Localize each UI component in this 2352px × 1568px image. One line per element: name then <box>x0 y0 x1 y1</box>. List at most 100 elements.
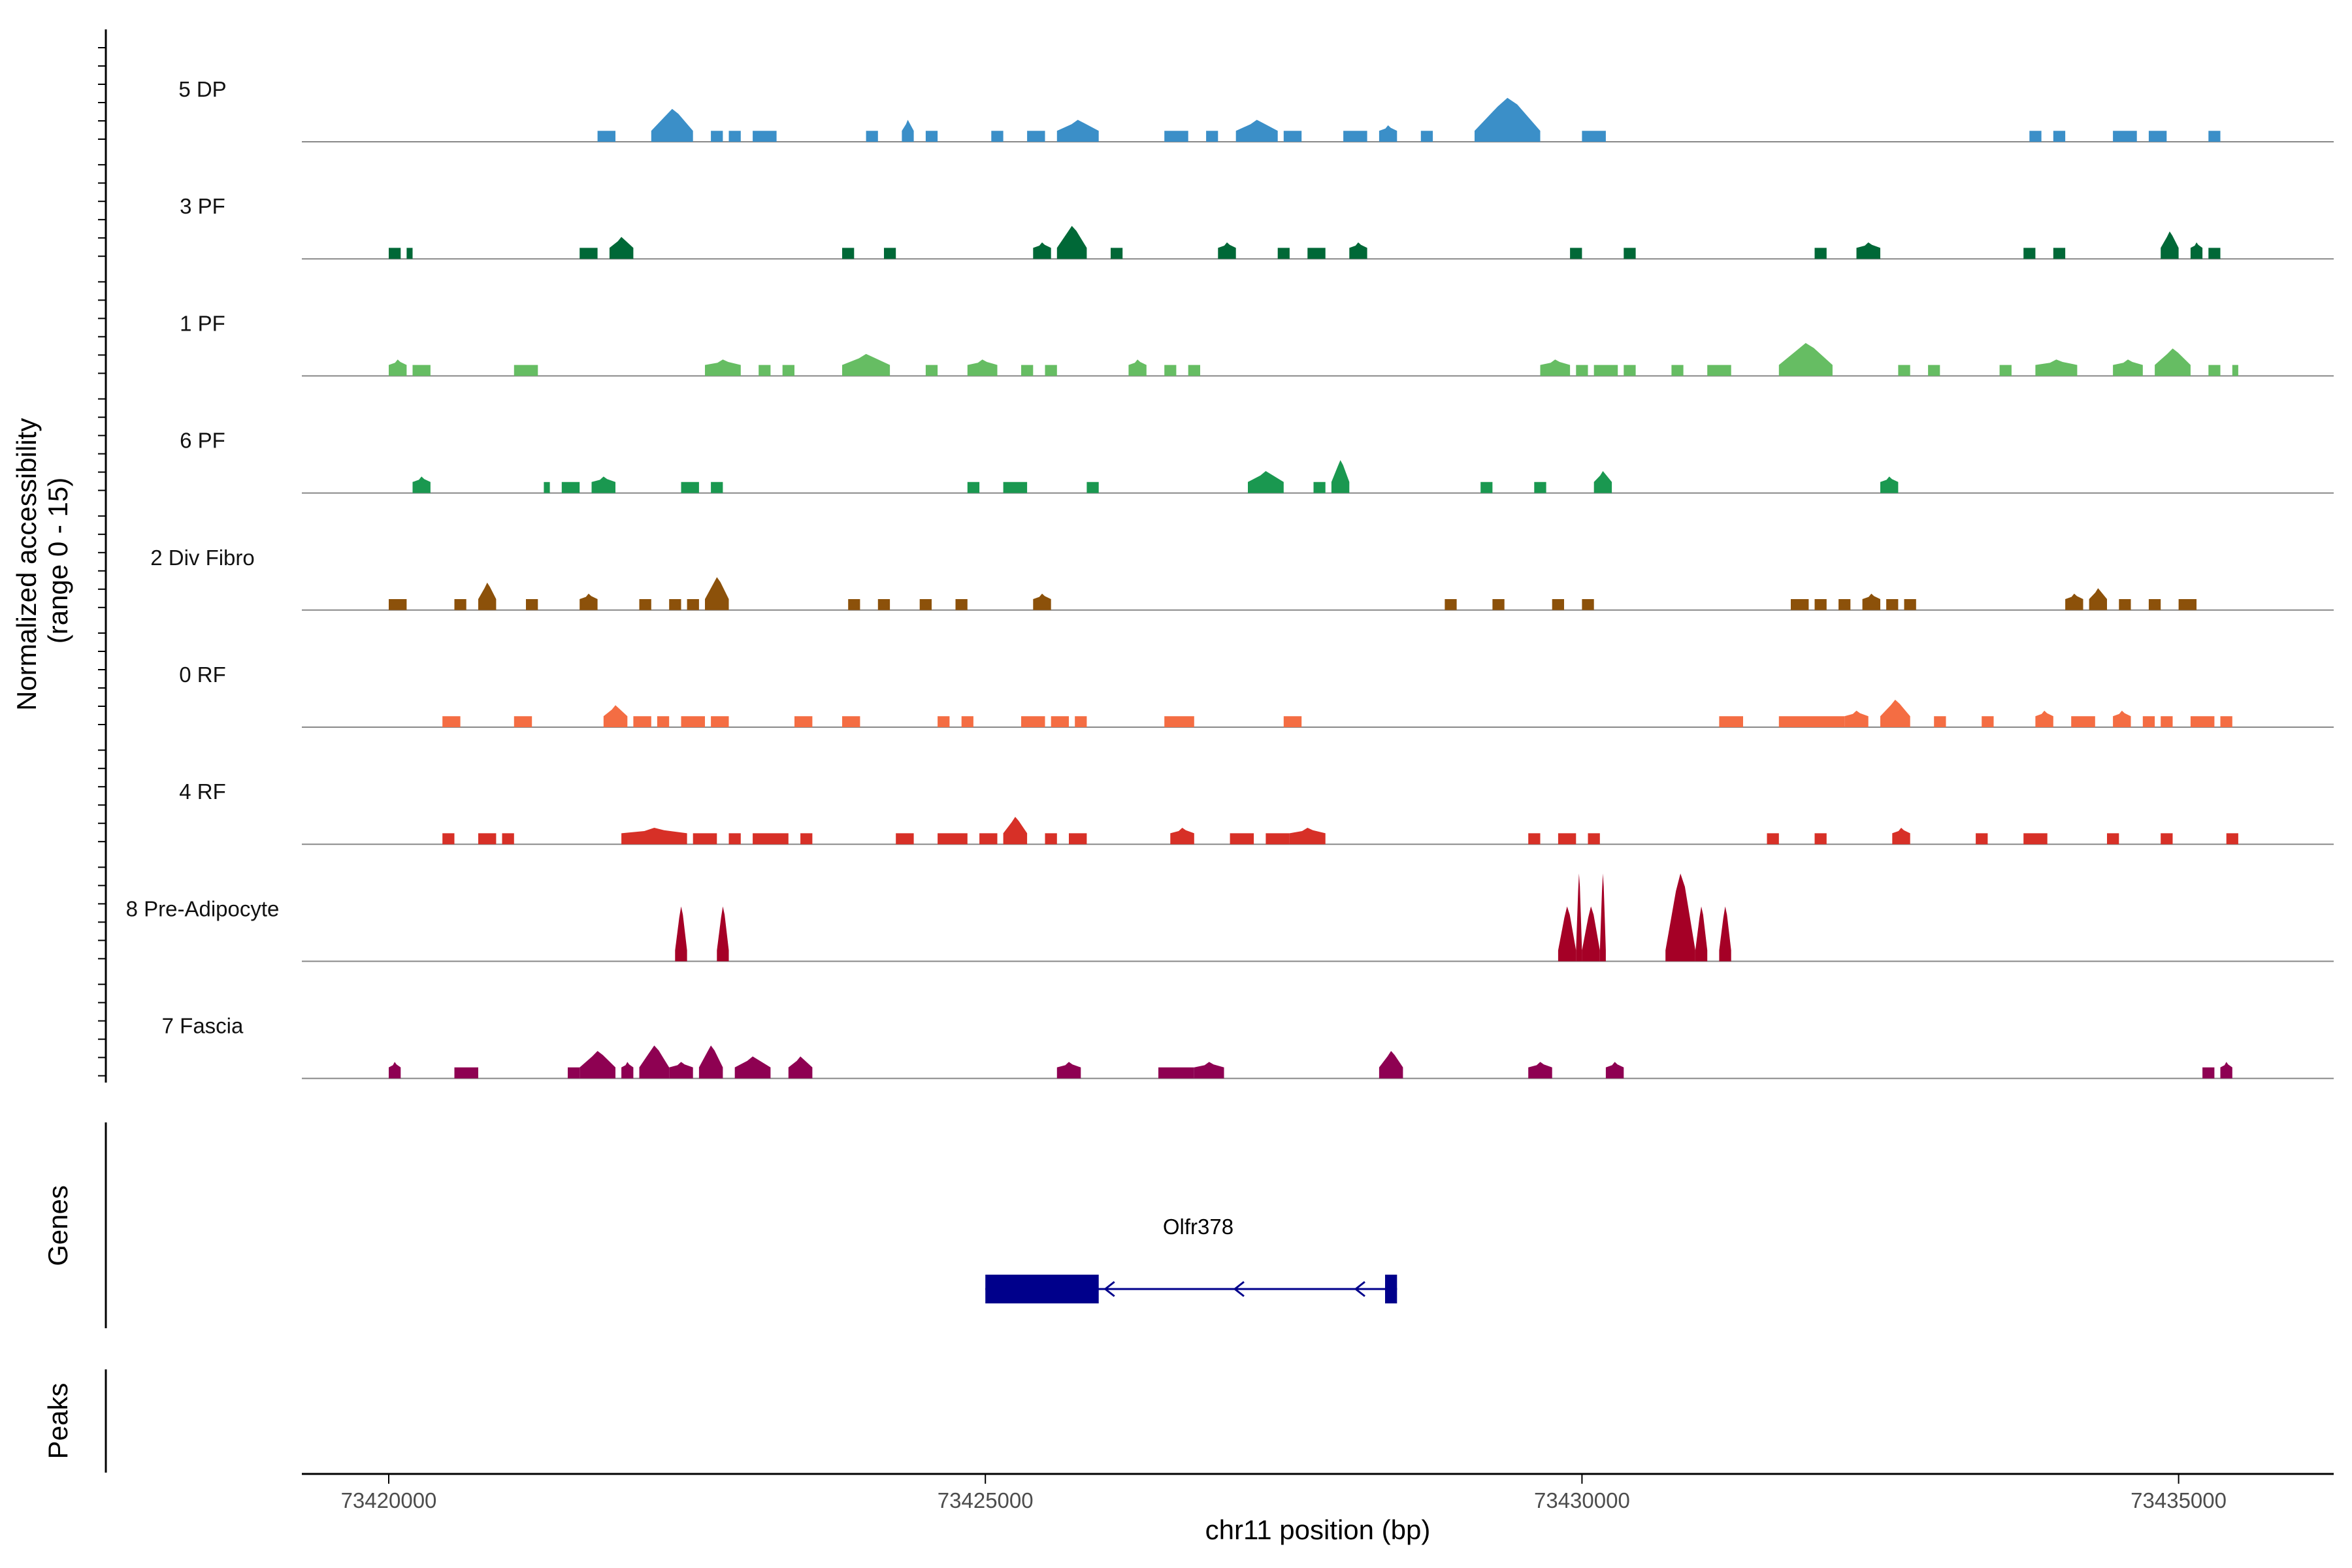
coverage-peak <box>1671 365 1684 376</box>
coverage-peak <box>1999 365 2012 376</box>
coverage-peak <box>675 906 687 962</box>
coverage-peak <box>717 906 729 962</box>
coverage-peak <box>1767 833 1779 845</box>
coverage-peak <box>621 828 687 845</box>
coverage-peak <box>938 716 950 727</box>
coverage-peak <box>693 833 717 845</box>
coverage-panel: Normalized accessibility (range 0 - 15) … <box>11 29 2334 1083</box>
coverage-peak <box>1886 599 1899 610</box>
coverage-peak <box>938 833 968 845</box>
coverage-peak <box>866 131 878 142</box>
track-1-pf: 1 PF <box>180 311 2334 377</box>
x-tick-label: 73430000 <box>1534 1488 1630 1512</box>
coverage-peak <box>514 365 538 376</box>
track-label: 4 RF <box>179 779 226 804</box>
coverage-peak <box>681 716 705 727</box>
coverage-peak <box>1695 906 1708 962</box>
coverage-peak <box>955 599 968 610</box>
coverage-peak <box>1934 716 1946 727</box>
track-2-div-fibro: 2 Div Fibro <box>150 546 2334 611</box>
coverage-peak <box>1313 482 1326 493</box>
coverage-peak <box>1719 906 1731 962</box>
coverage-peak <box>711 131 723 142</box>
coverage-peak <box>2178 599 2197 610</box>
coverage-peak <box>794 716 813 727</box>
coverage-peak <box>454 1067 478 1079</box>
coverage-peak <box>711 716 729 727</box>
coverage-peak <box>902 120 914 142</box>
coverage-peak <box>1778 716 1815 727</box>
coverage-peak <box>2023 833 2048 845</box>
coverage-peak <box>2232 365 2238 376</box>
y-axis-title: Normalized accessibility (range 0 - 15) <box>11 410 73 711</box>
strand-arrow-icon <box>1354 1281 1365 1298</box>
coverage-peak <box>2190 242 2203 259</box>
coverage-peak <box>1283 131 1302 142</box>
coverage-peak <box>753 131 777 142</box>
coverage-peak <box>1128 359 1147 376</box>
coverage-peak <box>1331 460 1350 493</box>
coverage-peak <box>657 716 670 727</box>
coverage-peak <box>1778 343 1833 376</box>
coverage-peak <box>1045 833 1057 845</box>
coverage-peak <box>639 599 651 610</box>
coverage-peak <box>1624 365 1636 376</box>
coverage-peak <box>1266 833 1290 845</box>
coverage-peak <box>1056 225 1087 259</box>
coverage-peak <box>2161 716 2173 727</box>
coverage-peak <box>1528 1062 1552 1079</box>
coverage-peak <box>561 482 580 493</box>
coverage-peak <box>842 716 860 727</box>
coverage-peak <box>1164 131 1188 142</box>
coverage-peak <box>1056 120 1099 142</box>
coverage-peak <box>1021 365 1034 376</box>
coverage-peak <box>389 1062 401 1079</box>
coverage-peak <box>1593 365 1618 376</box>
coverage-peak <box>1576 365 1588 376</box>
coverage-peak <box>728 131 741 142</box>
coverage-peak <box>1904 599 1916 610</box>
coverage-peak <box>1206 131 1218 142</box>
coverage-peak <box>1289 828 1326 845</box>
coverage-peak <box>1379 1051 1403 1079</box>
coverage-peak <box>442 833 455 845</box>
coverage-peak <box>896 833 914 845</box>
coverage-peak <box>1605 1062 1624 1079</box>
gene-name-label: Olfr378 <box>1163 1215 1233 1239</box>
coverage-peak <box>1111 248 1123 259</box>
x-axis-title: chr11 position (bp) <box>1205 1514 1431 1545</box>
track-label: 3 PF <box>180 194 225 218</box>
coverage-peak <box>1475 97 1541 142</box>
coverage-peak <box>1719 716 1743 727</box>
coverage-peak <box>1880 700 1910 727</box>
track-8-pre-adipocyte: 8 Pre-Adipocyte <box>126 874 2334 962</box>
coverage-peak <box>1880 476 1899 493</box>
coverage-peak <box>1248 471 1284 493</box>
coverage-peak <box>389 359 407 376</box>
coverage-peak <box>544 482 550 493</box>
coverage-peak <box>1194 1062 1224 1079</box>
coverage-peak <box>961 716 973 727</box>
coverage-peak <box>800 833 813 845</box>
coverage-peak <box>728 833 741 845</box>
coverage-peak <box>2071 716 2095 727</box>
coverage-peak <box>1033 242 1051 259</box>
coverage-peak <box>639 1045 670 1079</box>
coverage-peak <box>753 833 789 845</box>
coverage-peak <box>1528 833 1541 845</box>
coverage-peak <box>925 365 938 376</box>
coverage-peak <box>2113 359 2143 376</box>
coverage-peak <box>1445 599 1457 610</box>
coverage-peak <box>2220 1062 2232 1079</box>
coverage-peak <box>1665 874 1695 962</box>
coverage-peak <box>1928 365 1940 376</box>
genes-panel-title: Genes <box>42 1185 73 1266</box>
coverage-peak <box>1593 471 1612 493</box>
x-tick-label: 73425000 <box>938 1488 1034 1512</box>
coverage-peak <box>2148 131 2167 142</box>
coverage-peak <box>651 108 693 142</box>
coverage-peak <box>2208 248 2221 259</box>
coverage-peak <box>442 716 461 727</box>
coverage-peak <box>2029 131 2042 142</box>
